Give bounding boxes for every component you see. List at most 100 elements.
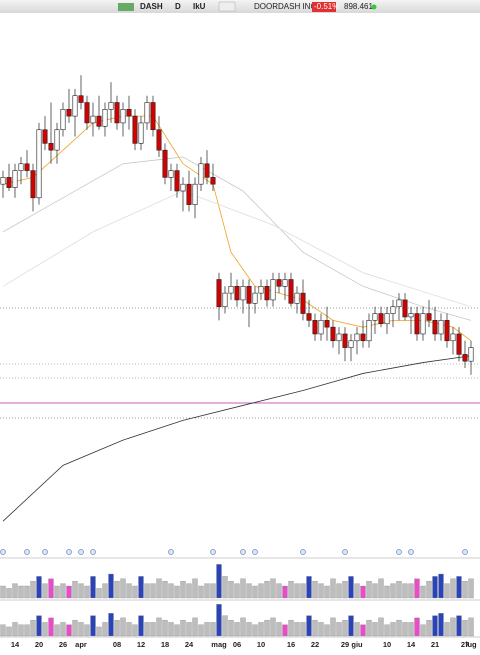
candle-body (162, 149, 168, 178)
event-icon (78, 549, 84, 555)
x-tick-label: apr (75, 640, 87, 649)
candle-body (228, 286, 234, 294)
company-name: DOORDASH INC (254, 2, 316, 11)
volume-bar (84, 624, 90, 637)
volume-bar (6, 626, 12, 637)
volume-bar (264, 619, 270, 637)
volume-text: 898.461 (344, 2, 373, 11)
volume-bar (438, 613, 444, 637)
volume-bar (24, 585, 30, 599)
volume-bar (306, 615, 312, 637)
volume-bar (246, 622, 252, 637)
volume-bar (186, 583, 192, 599)
moving-average (2, 190, 472, 308)
event-icon (66, 549, 72, 555)
volume-bar (450, 578, 456, 599)
volume-bar (312, 619, 318, 637)
layout[interactable]: IkU (193, 2, 206, 11)
volume-bar (414, 578, 420, 599)
event-icon (342, 549, 348, 555)
volume-bar (228, 619, 234, 637)
volume-bar (384, 585, 390, 599)
volume-bar (258, 622, 264, 637)
volume-bar (342, 619, 348, 637)
volume-bar (108, 613, 114, 637)
volume-bar (186, 622, 192, 637)
candle-body (24, 163, 30, 171)
candle-body (132, 115, 138, 144)
candle-body (432, 320, 438, 335)
candle-body (60, 109, 66, 131)
interval[interactable]: D (175, 2, 181, 11)
volume-bar (444, 622, 450, 637)
chart-type-icon[interactable] (218, 1, 236, 12)
candle-body (384, 313, 390, 325)
event-icon (42, 549, 48, 555)
candle-body (198, 163, 204, 185)
volume-bar (360, 585, 366, 599)
volume-bar (426, 581, 432, 599)
candle-body (216, 279, 222, 308)
volume-bar (462, 581, 468, 599)
candle-body (318, 320, 324, 335)
volume-bar (24, 624, 30, 637)
volume-bar (324, 624, 330, 637)
volume-bar (204, 583, 210, 599)
volume-bar (240, 617, 246, 637)
volume-bar (300, 583, 306, 599)
volume-bar (378, 617, 384, 637)
candle-body (354, 333, 360, 342)
volume-bar (222, 615, 228, 637)
volume-bar (30, 581, 36, 599)
candle-body (420, 313, 426, 335)
candle-body (270, 279, 276, 301)
levels (0, 307, 480, 638)
volume-bar (30, 619, 36, 637)
x-tick-label: 22 (311, 640, 319, 649)
volume-bar (312, 581, 318, 599)
volume-bar (252, 624, 258, 637)
volume-bar (426, 619, 432, 637)
volume-bar (276, 622, 282, 637)
x-tick-label: 24 (185, 640, 194, 649)
volume-bar (12, 622, 18, 637)
volume-bar (432, 615, 438, 637)
candle-body (444, 320, 450, 342)
event-icon (90, 549, 96, 555)
candle-body (66, 109, 72, 117)
toolbar-bg (0, 0, 480, 13)
volume-bar (384, 624, 390, 637)
volume-bar (294, 622, 300, 637)
candle-body (426, 313, 432, 321)
moving-average (2, 115, 472, 342)
candle-body (330, 326, 336, 342)
volume-bar (366, 581, 372, 599)
volume-bar (456, 576, 462, 599)
candle-body (108, 102, 114, 110)
volume-bar (228, 581, 234, 599)
candle-body (456, 333, 462, 355)
candle-body (120, 109, 126, 124)
volume-bar (348, 615, 354, 637)
candle-body (180, 183, 186, 192)
volume-bar (168, 583, 174, 599)
symbol[interactable]: DASH (140, 2, 163, 11)
volume-bar (150, 622, 156, 637)
volume-bar (330, 578, 336, 599)
volume-bar (390, 622, 396, 637)
change: -0.51% (314, 2, 339, 11)
volume-bar (102, 622, 108, 637)
volume-bar (6, 588, 12, 599)
candle-body (306, 313, 312, 321)
volume-bar (252, 585, 258, 599)
volume-bar (234, 583, 240, 599)
volume-bar (174, 624, 180, 637)
volume-bar (42, 583, 48, 599)
volume-bar (84, 585, 90, 599)
volume-bar (222, 576, 228, 599)
volume-bar (276, 583, 282, 599)
event-icon (300, 549, 306, 555)
candle-body (222, 292, 228, 308)
candle-body (336, 333, 342, 342)
